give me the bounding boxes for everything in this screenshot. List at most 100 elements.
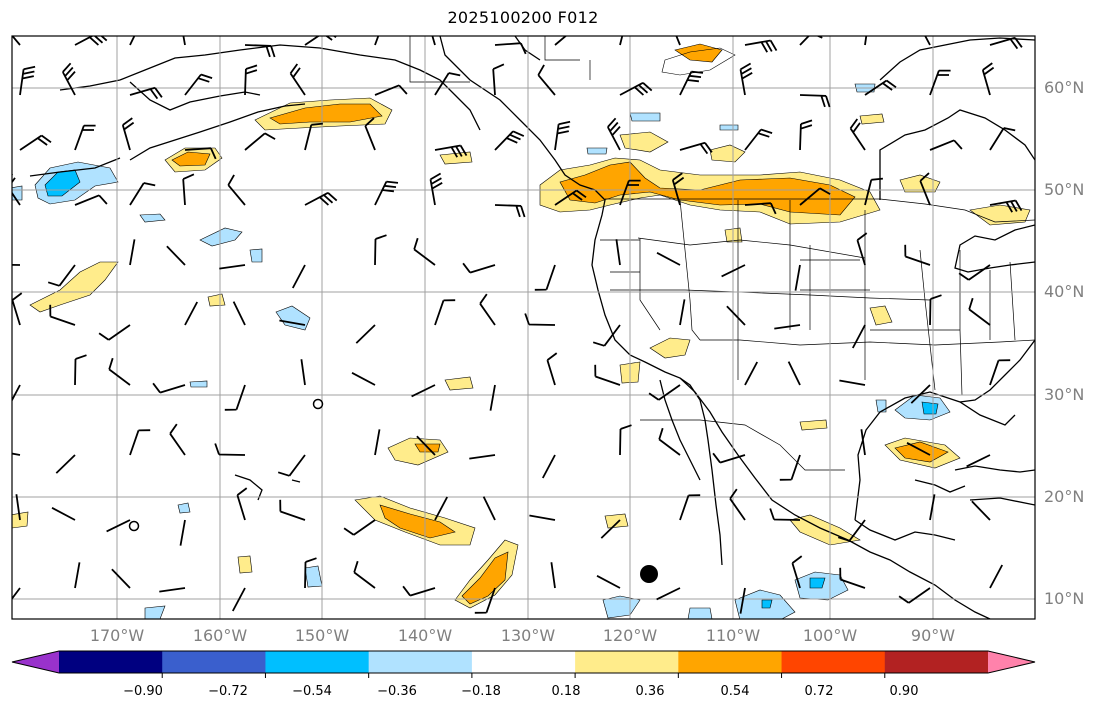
- wind-barb: [619, 36, 624, 46]
- wind-barb: [62, 62, 76, 96]
- wind-barb: [214, 443, 246, 456]
- wind-barb: [600, 519, 621, 539]
- wind-barb: [232, 587, 246, 612]
- wind-barb: [74, 124, 96, 151]
- wind-barb: [542, 454, 556, 479]
- colorbar-tick-label: 0.36: [635, 684, 665, 699]
- wind-barb: [374, 36, 380, 46]
- wind-barb: [739, 587, 746, 614]
- wind-barb: [679, 299, 686, 326]
- wind-barb: [492, 63, 505, 96]
- wind-barb: [534, 264, 556, 291]
- lon-label: 120°W: [602, 626, 658, 645]
- wind-barb: [981, 62, 995, 96]
- wind-barb: [656, 587, 681, 601]
- wind-barb: [989, 359, 1011, 386]
- wind-barb: [364, 117, 376, 151]
- wind-barb: [374, 180, 399, 206]
- wind-barb: [837, 519, 866, 542]
- wind-barb: [19, 65, 36, 96]
- lon-label: 140°W: [397, 626, 453, 645]
- wind-barb: [619, 82, 653, 96]
- wind-barb: [904, 244, 931, 266]
- gridlines: [12, 36, 1035, 619]
- wind-barb: [219, 264, 246, 270]
- wind-barb: [968, 297, 991, 326]
- wind-barb: [434, 144, 468, 158]
- lat-label: 10°N: [1044, 589, 1085, 608]
- wind-barb: [554, 189, 587, 206]
- wind-barb: [351, 372, 376, 386]
- wind-barb: [159, 587, 186, 593]
- wind-barb: [989, 127, 1016, 151]
- wind-barb: [554, 36, 568, 46]
- wind-barb: [108, 357, 131, 386]
- lon-label: 90°W: [910, 626, 956, 645]
- wind-barb: [494, 42, 527, 55]
- wind-barb: [744, 361, 758, 386]
- wind-barb: [856, 232, 868, 266]
- wind-barb: [929, 494, 936, 521]
- wind-barb: [129, 182, 156, 206]
- wind-barb: [12, 384, 21, 403]
- wind-barb: [619, 179, 641, 206]
- coastlines: [29, 36, 1035, 619]
- wind-barb: [98, 324, 131, 341]
- wind-barb: [906, 442, 931, 456]
- wind-barb: [774, 324, 801, 330]
- wind-barb: [529, 514, 556, 521]
- wind-barb: [864, 79, 897, 96]
- wind-barb: [411, 384, 436, 398]
- wind-barb: [19, 134, 52, 151]
- wind-barb: [679, 70, 704, 96]
- wind-barb: [292, 264, 306, 289]
- wind-barb: [958, 264, 991, 281]
- wind-barb: [416, 435, 436, 456]
- wind-barb: [744, 39, 778, 53]
- wind-barb: [429, 172, 443, 206]
- borders: [409, 36, 1035, 471]
- lat-label: 50°N: [1044, 180, 1085, 199]
- lat-label: 20°N: [1044, 487, 1085, 506]
- wind-barb: [166, 245, 186, 266]
- wind-barb: [244, 132, 276, 151]
- wind-barb: [184, 73, 213, 96]
- map-frame: [11, 35, 1036, 620]
- wind-barb: [726, 305, 746, 326]
- wind-barb: [919, 172, 931, 206]
- wind-barb: [129, 239, 136, 266]
- wind-barb: [675, 36, 681, 46]
- lat-label: 60°N: [1044, 78, 1085, 97]
- wind-barb: [304, 122, 323, 151]
- wind-barb: [721, 264, 746, 278]
- wind-barb: [74, 562, 81, 589]
- wind-barb: [898, 587, 931, 604]
- wind-barb: [679, 141, 713, 155]
- wind-barb: [227, 174, 246, 206]
- wind-barb: [355, 324, 376, 344]
- wind-barb: [679, 494, 701, 521]
- wind-barb: [374, 84, 408, 96]
- wind-barb: [277, 454, 306, 477]
- wind-barb: [799, 94, 831, 108]
- colorbar-tick-label: −0.18: [461, 684, 501, 699]
- wind-barb: [12, 292, 23, 326]
- wind-barb: [799, 119, 813, 151]
- wind-barb: [929, 69, 951, 96]
- wind-barb: [129, 429, 151, 456]
- wind-barb: [374, 234, 387, 266]
- wind-barb: [74, 194, 108, 206]
- wind-barb: [860, 429, 866, 456]
- wind-barb: [744, 128, 773, 151]
- wind-barb: [607, 117, 621, 151]
- wind-barb: [74, 354, 87, 386]
- wind-barb: [304, 557, 317, 589]
- wind-barb: [594, 364, 621, 386]
- wind-barb: [791, 555, 803, 589]
- wind-barb: [494, 204, 526, 218]
- wind-barb: [184, 301, 198, 326]
- wind-barb: [47, 264, 76, 287]
- lon-label: 160°W: [192, 626, 248, 645]
- wind-barb: [658, 427, 681, 456]
